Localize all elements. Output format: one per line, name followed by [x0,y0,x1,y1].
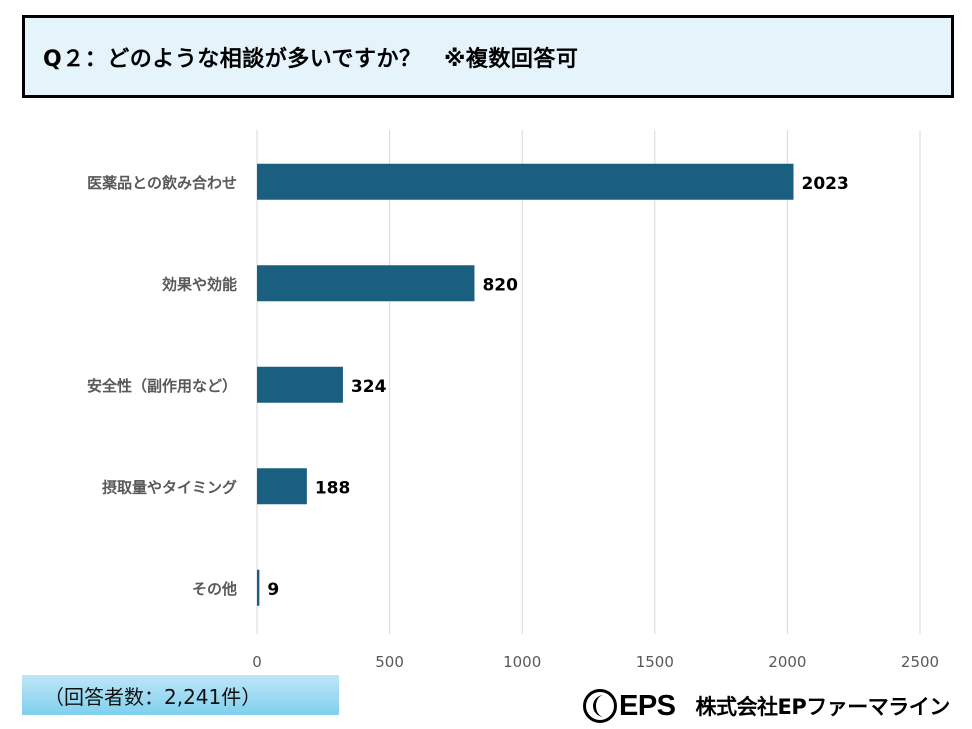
x-tick-label: 2500 [901,653,939,671]
bar [257,366,343,403]
logo-company-name: 株式会社EPファーマライン [695,695,951,719]
bar [257,468,307,505]
data-label: 820 [482,275,518,295]
x-tick-label: 500 [375,653,404,671]
eps-circle-logo-icon [583,689,617,723]
respondents-note: （回答者数：2,241件） [22,675,339,715]
x-tick-label: 1500 [636,653,674,671]
bars [257,163,794,606]
x-tick-label: 2000 [768,653,806,671]
x-tick-labels: 0 500 1000 1500 2000 2500 [252,653,939,671]
category-label: 効果や効能 [162,275,237,293]
x-tick-label: 0 [252,653,262,671]
data-label: 2023 [801,174,848,194]
value-labels: 2023 820 324 188 9 [267,174,848,600]
bar [257,265,475,302]
company-logo: EPS 株式会社EPファーマライン [583,686,950,726]
chart-title: Q２：どのような相談が多いですか？ ※複数回答可 [43,46,579,72]
x-tick-label: 1000 [503,653,541,671]
category-label: 医薬品との飲み合わせ [87,174,237,192]
category-label: 安全性（副作用など） [87,377,237,395]
logo-eps-text: EPS [619,689,676,722]
data-label: 9 [267,580,279,600]
data-label: 188 [315,478,351,498]
bar [257,163,794,200]
category-label: 摂取量やタイミング [102,478,237,496]
bar [257,569,260,606]
category-label: その他 [192,580,237,598]
gridlines [256,130,921,634]
data-label: 324 [351,377,387,397]
title-box: Q２：どのような相談が多いですか？ ※複数回答可 [22,15,954,98]
